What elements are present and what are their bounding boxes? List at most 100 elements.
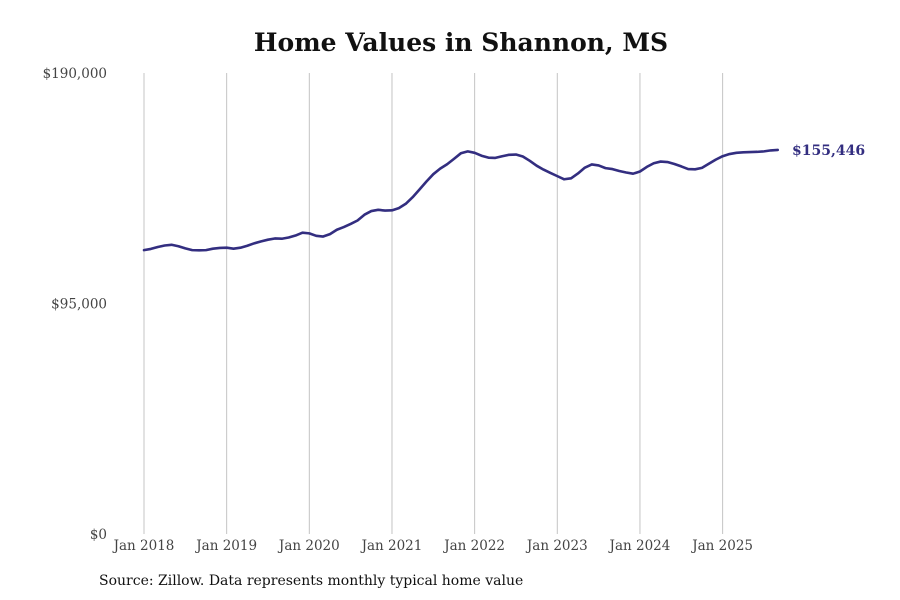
x-tick-label: Jan 2022: [442, 538, 505, 554]
data-point: [356, 219, 359, 222]
y-tick-label: $190,000: [43, 66, 107, 82]
x-tick-label: Jan 2021: [360, 538, 423, 554]
data-point: [391, 209, 394, 212]
data-point: [515, 153, 518, 156]
data-point: [163, 244, 166, 247]
data-point: [446, 163, 449, 166]
data-point: [398, 207, 401, 210]
data-point: [260, 240, 263, 243]
data-point: [336, 228, 339, 231]
data-point: [191, 249, 194, 252]
source-note: Source: Zillow. Data represents monthly …: [99, 573, 524, 589]
data-point: [267, 238, 270, 241]
data-point: [170, 243, 173, 246]
data-point: [714, 158, 717, 161]
data-point: [535, 164, 538, 167]
data-point: [728, 153, 731, 156]
data-point: [487, 156, 490, 159]
data-point: [322, 235, 325, 238]
data-point: [432, 173, 435, 176]
data-point: [418, 188, 421, 191]
data-point: [756, 151, 759, 154]
data-point: [342, 226, 345, 229]
data-point: [377, 209, 380, 212]
data-point: [287, 236, 290, 239]
data-point: [404, 202, 407, 205]
data-point: [370, 210, 373, 213]
data-point: [239, 246, 242, 249]
x-tick-label: Jan 2020: [277, 538, 340, 554]
data-point: [349, 223, 352, 226]
data-point: [150, 248, 153, 251]
y-axis: $0 $95,000 $190,000: [43, 66, 107, 543]
data-point: [528, 160, 531, 163]
data-point: [184, 247, 187, 250]
data-point: [205, 249, 208, 252]
data-point: [701, 167, 704, 170]
data-point: [411, 196, 414, 199]
data-point: [556, 175, 559, 178]
data-point: [632, 172, 635, 175]
data-point: [308, 232, 311, 235]
data-point: [721, 155, 724, 158]
data-point: [763, 150, 766, 153]
data-point: [508, 153, 511, 156]
data-point: [425, 180, 428, 183]
y-tick-label: $95,000: [51, 297, 107, 313]
x-tick-label: Jan 2019: [194, 538, 257, 554]
data-point: [625, 171, 628, 174]
x-tick-label: Jan 2023: [525, 538, 588, 554]
data-point: [652, 162, 655, 165]
data-point: [776, 149, 779, 152]
data-point: [522, 155, 525, 158]
end-value-label: $155,446: [792, 143, 865, 159]
data-point: [280, 237, 283, 240]
data-point: [542, 168, 545, 171]
data-point: [770, 149, 773, 152]
data-point: [673, 163, 676, 166]
grid-layer: [143, 73, 724, 534]
data-point: [315, 235, 318, 238]
data-point: [225, 246, 228, 249]
chart-title: Home Values in Shannon, MS: [253, 28, 669, 57]
data-point: [680, 165, 683, 168]
data-point: [742, 151, 745, 154]
data-point: [659, 160, 662, 163]
data-point: [577, 172, 580, 175]
data-point: [618, 170, 621, 173]
data-point: [480, 154, 483, 157]
y-tick-label: $0: [90, 527, 107, 543]
data-point: [597, 164, 600, 167]
data-point: [694, 168, 697, 171]
data-point: [735, 152, 738, 155]
data-point: [708, 162, 711, 165]
data-point: [363, 213, 366, 216]
data-point: [253, 242, 256, 245]
data-point: [570, 177, 573, 180]
data-point: [157, 246, 160, 249]
data-point: [473, 152, 476, 155]
data-point: [232, 247, 235, 250]
data-point: [604, 167, 607, 170]
data-point: [177, 245, 180, 248]
data-point: [501, 155, 504, 158]
data-point: [646, 166, 649, 169]
x-tick-label: Jan 2018: [112, 538, 175, 554]
data-point: [590, 163, 593, 166]
data-point: [294, 234, 297, 237]
data-point: [198, 249, 201, 252]
data-point: [439, 167, 442, 170]
data-point: [687, 168, 690, 171]
data-point: [212, 247, 215, 250]
data-point: [639, 170, 642, 173]
label-layer: $155,446: [792, 143, 865, 159]
data-point: [611, 168, 614, 171]
data-point: [666, 161, 669, 164]
data-point: [584, 166, 587, 169]
series-line: [142, 148, 780, 252]
data-point: [246, 244, 249, 247]
data-point: [384, 209, 387, 212]
data-point: [274, 237, 277, 240]
x-tick-label: Jan 2024: [608, 538, 671, 554]
